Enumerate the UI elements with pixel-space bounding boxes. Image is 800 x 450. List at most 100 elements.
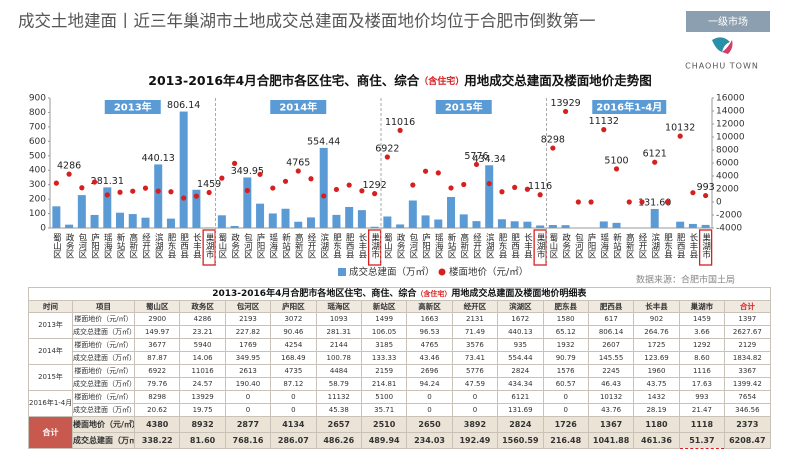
table-cell: 47.59 — [451, 377, 499, 391]
table-item: 楼面地价（元/㎡） — [72, 312, 135, 326]
dot — [79, 185, 85, 191]
table-cell: 8932 — [179, 416, 226, 433]
table-row: 2016年1-4月 楼面地价（元/㎡） 8298 13929 0 0 11132 5100 0 0… — [28, 390, 771, 417]
table-cell: 1292 — [678, 338, 726, 352]
x-tick-label: 肥西县 — [510, 233, 520, 259]
table-cell: 5100 — [360, 390, 408, 404]
x-tick-label: 政务区 — [230, 232, 240, 258]
y2-tick-label: 4000 — [716, 172, 739, 182]
x-tick-label: 政务区 — [64, 232, 74, 258]
table-title-part: 2013-2016年4月合肥市各地区住宅、商住、综合 — [212, 288, 417, 299]
x-tick-label: 瑶海区 — [102, 232, 112, 258]
table-header: 肥西县 — [587, 300, 635, 313]
data-label: 5776 — [464, 151, 488, 162]
x-tick-label: 蜀山区 — [382, 233, 392, 259]
x-tick-label: 包河区 — [77, 232, 87, 258]
bar — [357, 210, 366, 228]
table-cell: 94.24 — [406, 377, 453, 391]
page-title: 成交土地建面丨近三年巢湖市土地成交总建面及楼面地价均位于合肥市倒数第一 — [18, 12, 596, 31]
table-cell: 20.62 — [133, 403, 181, 417]
dot — [461, 181, 467, 188]
table-cell: 1834.82 — [724, 351, 771, 365]
table-cell: 131.69 — [497, 403, 544, 417]
table-cell: 346.56 — [724, 403, 771, 417]
table-cell: 554.44 — [497, 351, 544, 365]
data-label: 8298 — [541, 135, 565, 146]
y-tick-label: 500 — [29, 151, 46, 161]
table-cell: 264.76 — [633, 325, 680, 339]
table-cell: 216.48 — [542, 432, 589, 449]
group-label-bg — [104, 100, 161, 114]
bar — [52, 206, 61, 228]
x-tick-label: 高新区 — [128, 232, 138, 258]
dot — [422, 168, 429, 174]
table-cell: 11132 — [315, 390, 362, 404]
dot — [588, 199, 594, 205]
bar — [434, 219, 443, 228]
table-cell: 214.81 — [360, 377, 408, 391]
y-tick-label: 600 — [29, 137, 46, 147]
dot — [155, 188, 161, 194]
y2-tick-label: -4000 — [716, 224, 742, 234]
table-cell: 145.55 — [587, 351, 635, 365]
table-cell: 1118 — [678, 416, 726, 433]
bar — [612, 222, 621, 228]
table-row: 成交总建面（万㎡） 20.62 19.75 0 0 45.38 35.71 0 0 131.69 0… — [29, 403, 771, 417]
table-cell: 3367 — [724, 364, 771, 378]
table-cell: 1663 — [406, 312, 453, 326]
table-item: 成交总建面（万㎡） — [72, 351, 135, 365]
bar — [103, 187, 112, 228]
dot — [512, 184, 518, 191]
table-cell: 2159 — [360, 364, 408, 378]
table-cell: 1432 — [633, 390, 680, 404]
table-cell: 0 — [451, 403, 499, 417]
table-cell: 90.46 — [270, 325, 317, 339]
table-cell: 1725 — [633, 338, 680, 352]
bar — [599, 221, 608, 228]
table-cell: 45.38 — [315, 403, 362, 417]
dot — [703, 192, 709, 199]
table-cell: 461.36 — [633, 432, 680, 449]
table-cell: 24.57 — [179, 377, 226, 391]
x-tick-label: 政务区 — [395, 232, 405, 258]
x-tick-label: 长丰县 — [522, 232, 532, 259]
table-cell: 2657 — [315, 416, 362, 433]
table-item: 成交总建面（万㎡） — [72, 403, 135, 417]
table-cell: 43.46 — [406, 351, 453, 365]
table-title-part: 用地成交总建面及楼面地价明细表 — [451, 288, 587, 299]
group-label: 2015年 — [445, 101, 483, 114]
table-cell: 190.40 — [224, 377, 272, 391]
data-label: 554.44 — [307, 136, 340, 147]
table-header: 经开区 — [451, 300, 499, 313]
dot — [690, 190, 696, 196]
table-cell: 0 — [270, 390, 317, 404]
table-cell: 1180 — [633, 416, 680, 433]
table-title: 2013-2016年4月合肥市各地区住宅、商住、综合（含住宅）用地成交总建面及楼… — [28, 287, 771, 301]
dot — [575, 199, 581, 205]
table-cell: 8.60 — [678, 351, 726, 365]
table-row: 合计 楼面地价（元/㎡） 4380 8932 2877 4134 2657 2510 2650 3… — [28, 416, 771, 449]
table-cell: 2193 — [224, 312, 272, 326]
dot — [550, 145, 556, 151]
table-cell: 1769 — [224, 338, 272, 352]
data-label: 4765 — [286, 158, 310, 169]
table-cell: 10132 — [587, 390, 635, 404]
x-tick-label: 肥东县 — [166, 233, 176, 259]
table-row: 成交总建面（万㎡）338.2281.60768.16286.07486.2648… — [29, 432, 771, 449]
bar — [510, 221, 519, 228]
table-cell: 5940 — [179, 338, 226, 352]
dot — [295, 168, 301, 174]
table-cell: 11016 — [179, 364, 226, 378]
table-cell: 1932 — [542, 338, 589, 352]
table-cell: 6208.47 — [724, 432, 771, 449]
table-item: 成交总建面（万㎡） — [72, 377, 135, 391]
dot — [372, 191, 378, 197]
group-label-bg — [435, 100, 492, 114]
bar — [485, 165, 494, 228]
dot — [168, 189, 174, 195]
y2-tick-label: 14000 — [716, 107, 745, 117]
table-row: 成交总建面（万㎡） 79.76 24.57 190.40 87.12 58.79 214.8… — [29, 377, 771, 391]
y-tick-label: 800 — [29, 108, 46, 118]
dot — [486, 181, 492, 187]
